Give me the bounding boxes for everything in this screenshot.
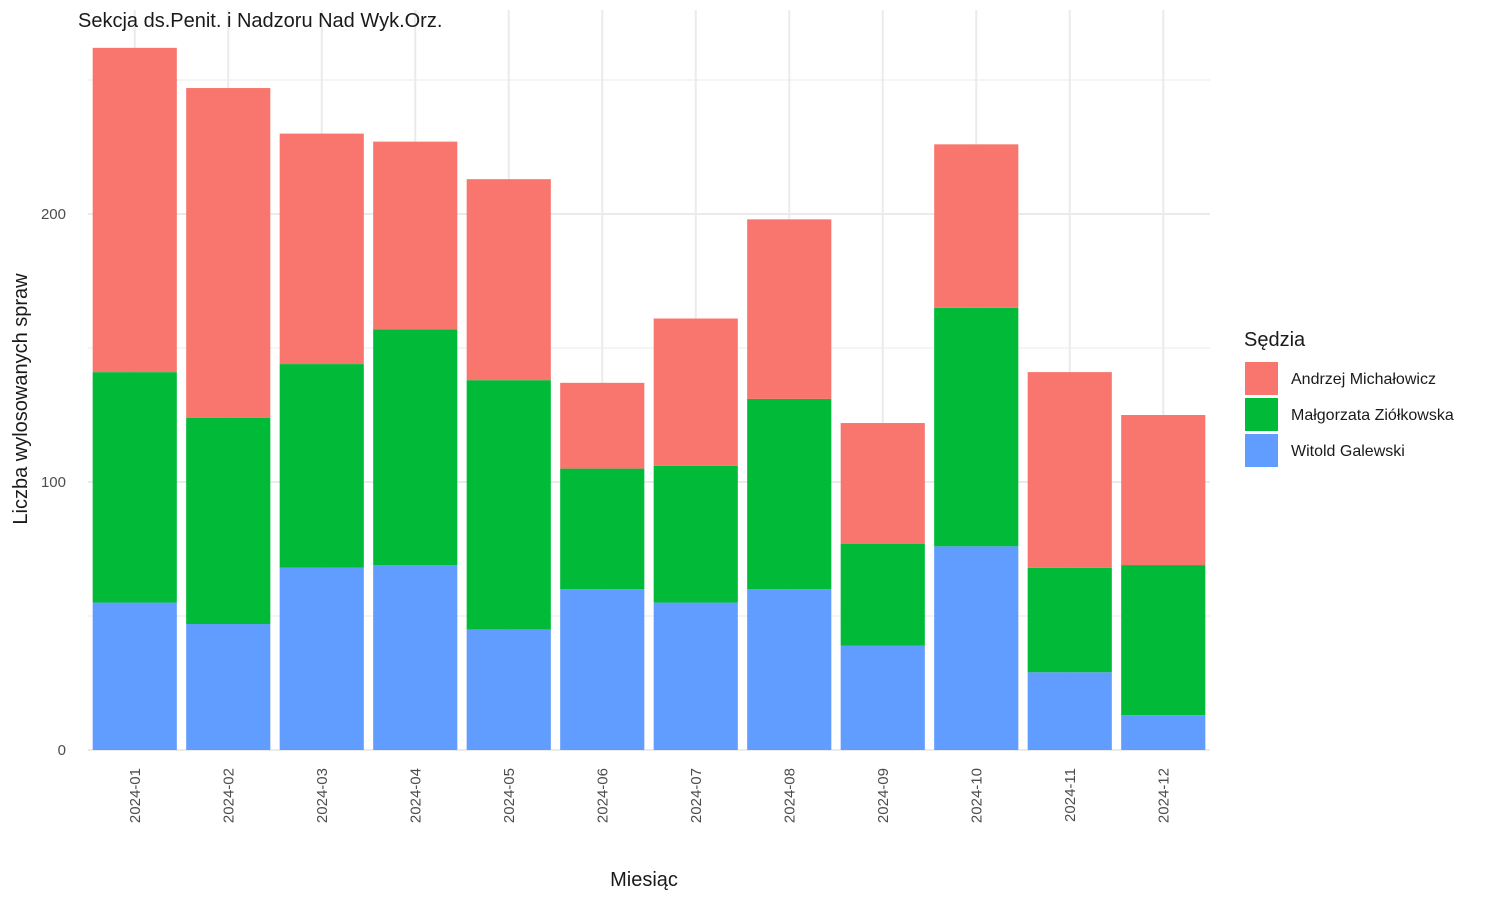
chart-title: Sekcja ds.Penit. i Nadzoru Nad Wyk.Orz. [78, 10, 442, 32]
bar-segment [466, 380, 551, 630]
x-axis-title: Miesiąc [610, 869, 678, 891]
x-tick-label: 2024-09 [875, 768, 892, 823]
bar-segment [934, 144, 1019, 308]
bar-segment [653, 465, 738, 603]
x-tick-label: 2024-05 [501, 768, 518, 823]
bar-segment [373, 565, 458, 750]
y-tick-label: 200 [41, 206, 66, 223]
bar-segment [560, 589, 645, 750]
bar-segment [279, 567, 364, 750]
legend-title: Sędzia [1244, 329, 1306, 351]
legend: Sędzia Andrzej Michałowicz Małgorzata Zió… [1244, 329, 1454, 467]
bar-segment [466, 629, 551, 750]
x-tick-label: 2024-04 [407, 768, 424, 823]
bar-segment [92, 372, 177, 603]
bar-segment [466, 179, 551, 381]
x-tick-label: 2024-07 [688, 768, 705, 823]
bar-segment [1027, 672, 1112, 750]
bar-segment [560, 468, 645, 590]
bar-segment [1121, 415, 1206, 566]
x-tick-label: 2024-11 [1062, 768, 1079, 822]
bar-segment [1121, 565, 1206, 716]
bar-segment [840, 423, 925, 544]
bar-segment [560, 382, 645, 469]
bar-segment [653, 602, 738, 750]
bar-segment [373, 329, 458, 566]
bar-segment [186, 624, 271, 750]
bar-segment [1121, 715, 1206, 750]
bar-segment [934, 546, 1019, 750]
legend-swatch [1245, 434, 1278, 467]
x-tick-label: 2024-01 [127, 768, 144, 823]
bar-segment [747, 589, 832, 750]
x-tick-label: 2024-10 [968, 768, 985, 823]
bar-segment [653, 318, 738, 466]
bar-segment [840, 645, 925, 750]
legend-label: Witold Galewski [1291, 443, 1405, 460]
y-axis-title: Liczba wylosowanych spraw [10, 273, 32, 525]
x-tick-label: 2024-08 [781, 768, 798, 823]
bar-segment [186, 417, 271, 625]
bar-segment [373, 141, 458, 330]
bar-segment [92, 47, 177, 373]
x-tick-label: 2024-03 [314, 768, 331, 823]
bar-segment [279, 133, 364, 365]
bar-segment [747, 219, 832, 399]
x-axis-ticks: 2024-01 2024-02 2024-03 2024-04 2024-05 2024-… [127, 768, 1173, 823]
bar-segment [186, 88, 271, 418]
bar-segment [934, 307, 1019, 547]
bar-segment [747, 398, 832, 590]
bar-segment [1027, 567, 1112, 673]
x-tick-label: 2024-06 [594, 768, 611, 823]
bar-segment [279, 364, 364, 568]
legend-swatch [1245, 362, 1278, 395]
legend-label: Małgorzata Ziółkowska [1291, 407, 1454, 424]
x-tick-label: 2024-02 [220, 768, 237, 823]
y-tick-label: 0 [58, 742, 66, 759]
y-tick-label: 100 [41, 474, 66, 491]
x-tick-label: 2024-12 [1155, 768, 1172, 823]
legend-swatch [1245, 398, 1278, 431]
legend-label: Andrzej Michałowicz [1291, 371, 1436, 388]
bar-segment [1027, 372, 1112, 568]
bar-segment [840, 543, 925, 646]
bars [92, 47, 1206, 750]
bar-segment [92, 602, 177, 750]
y-axis-ticks: 0 100 200 [41, 206, 66, 759]
